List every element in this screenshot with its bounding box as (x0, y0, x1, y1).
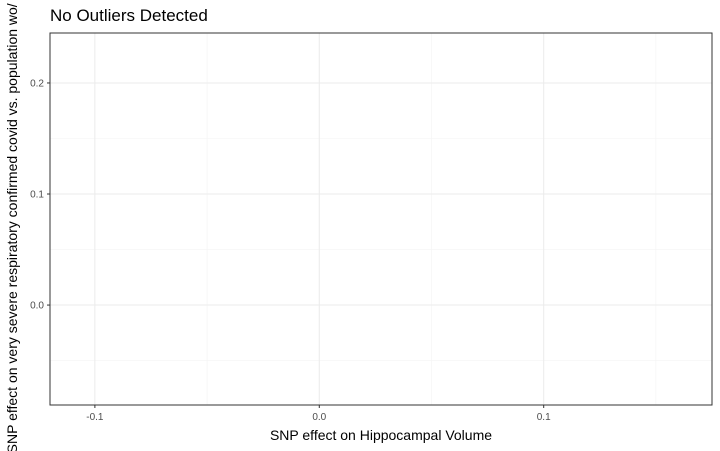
y-tick-label: 0.1 (30, 190, 44, 201)
grid (50, 33, 712, 405)
x-tick-label: 0.1 (537, 412, 551, 423)
y-axis: 0.0 0.1 0.2 (30, 78, 50, 312)
x-axis: -0.1 0.0 0.1 (86, 405, 551, 423)
x-tick-label: -0.1 (86, 412, 104, 423)
y-axis-label: SNP effect on very severe respiratory co… (4, 0, 20, 451)
y-tick-label: 0.0 (30, 301, 44, 312)
x-tick-label: 0.0 (312, 412, 326, 423)
chart-title: No Outliers Detected (50, 6, 208, 25)
x-axis-label: SNP effect on Hippocampal Volume (270, 427, 492, 443)
y-tick-label: 0.2 (30, 78, 44, 89)
plot-panel (49, 32, 713, 406)
